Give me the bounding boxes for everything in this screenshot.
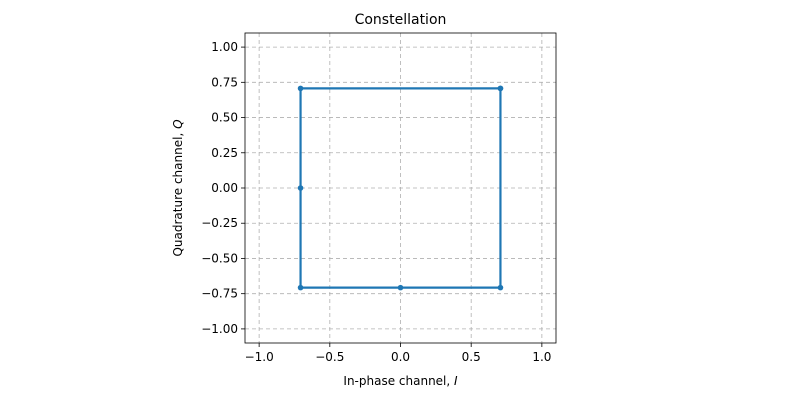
y-tick-label: −0.25 bbox=[201, 216, 238, 230]
series-layer bbox=[297, 85, 504, 291]
y-tick-label: −0.50 bbox=[201, 251, 238, 265]
y-tick-label: 0.00 bbox=[211, 181, 238, 195]
ticks: −1.0 −0.5 0.0 0.5 1.0 1.00 0.75 0.50 0.25 0.00 −0.… bbox=[201, 40, 551, 364]
y-tick-label: 0.75 bbox=[211, 75, 238, 89]
data-point bbox=[497, 284, 504, 291]
data-point bbox=[297, 284, 304, 291]
x-tick-label: −0.5 bbox=[315, 350, 344, 364]
data-point bbox=[397, 284, 404, 291]
y-tick-label: −1.00 bbox=[201, 322, 238, 336]
y-tick-label: −0.75 bbox=[201, 287, 238, 301]
x-tick-label: 0.5 bbox=[462, 350, 481, 364]
y-tick-label: 1.00 bbox=[211, 40, 238, 54]
data-point bbox=[297, 85, 304, 92]
y-tick-label: 0.50 bbox=[211, 111, 238, 125]
x-axis-label-text: In-phase channel, bbox=[343, 374, 454, 388]
chart-title: Constellation bbox=[355, 12, 447, 28]
grid bbox=[245, 33, 556, 343]
x-axis-label-variable: I bbox=[454, 374, 458, 388]
y-axis-label: Quadrature channel, Q bbox=[171, 119, 185, 256]
y-axis-label-variable: Q bbox=[171, 119, 185, 128]
x-tick-label: −1.0 bbox=[245, 350, 274, 364]
x-tick-label: 1.0 bbox=[532, 350, 551, 364]
data-point bbox=[497, 85, 504, 92]
x-tick-label: 0.0 bbox=[391, 350, 410, 364]
data-point bbox=[297, 185, 304, 191]
y-axis-label-text: Quadrature channel, bbox=[171, 129, 185, 257]
x-axis-label: In-phase channel, I bbox=[343, 374, 458, 388]
y-tick-label: 0.25 bbox=[211, 146, 238, 160]
